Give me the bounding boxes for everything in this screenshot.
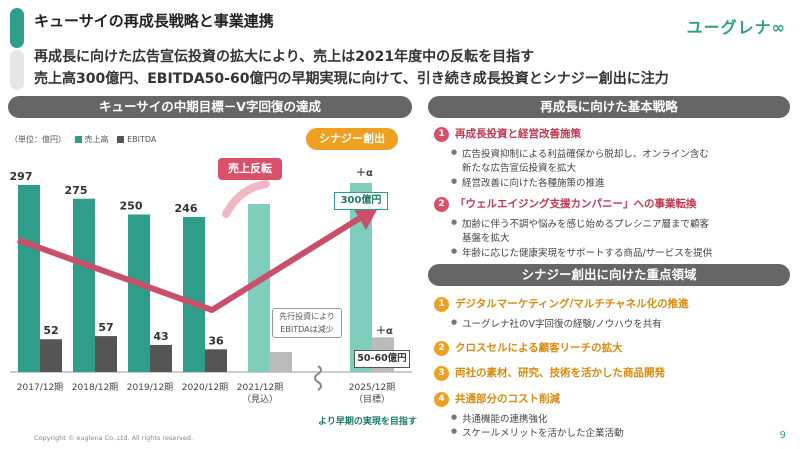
target-sales-box: 300億円 [334, 192, 388, 210]
strategy-1-bullet-1-cont: 新たな広告宣伝投資を拡大 [462, 163, 577, 174]
euglena-logo: ユーグレナ∞ [686, 18, 786, 37]
synergy-number-1: 1 [434, 297, 449, 312]
synergy-label-1: デジタルマーケティング/マルチチャネル化の推進 [455, 298, 689, 310]
title-accent-bar [10, 8, 24, 48]
target-ebitda-box: 50-60億円 [354, 350, 410, 368]
strategy-label-1: 再成長投資と経営改善施策 [455, 128, 581, 140]
early-achievement-text: より早期の実現を目指す [318, 417, 417, 427]
synergy-4-bullet-2: スケールメリットを活かした企業活動 [451, 425, 623, 439]
synergy-label-4: 共通部分のコスト削減 [455, 393, 560, 405]
chart-legend: （単位：億円） 売上高 EBITDA [10, 134, 156, 145]
bar-sales-2 [128, 214, 150, 372]
strategy-number-2: 2 [434, 197, 449, 212]
legend-ebitda: EBITDA [127, 135, 157, 144]
category-sublabel-5: （目標） [354, 393, 390, 405]
category-label-5: 2025/12期 [349, 382, 395, 393]
synergy-1-bullet-1: ユーグレナ社のV字回復の経験/ノウハウを共有 [451, 316, 662, 330]
synergy-label-2: クロスセルによる顧客リーチの拡大 [455, 342, 623, 354]
category-label-0: 2017/12期 [17, 382, 63, 393]
sales-swatch [74, 136, 82, 143]
bar-sales-0 [18, 184, 40, 372]
label-ebitda-1: 57 [98, 321, 113, 334]
v-recovery-arrow [16, 215, 362, 313]
strategy-item-1: 1 再成長投資と経営改善施策 [434, 126, 581, 142]
bar-ebitda-2021-forecast [270, 352, 292, 372]
investment-note: 先行投資により EBITDAは減少 [272, 308, 342, 338]
synergy-4-bullet-1: 共通機能の連携強化 [451, 411, 547, 425]
label-ebitda-3: 36 [208, 334, 224, 347]
strategy-1-bullet-1: 広告投資抑制による利益確保から脱却し、オンライン含む [451, 146, 709, 160]
label-sales-2: 250 [120, 200, 143, 213]
strategy-1-bullet-2: 経営改善に向けた各種施策の推進 [451, 175, 604, 189]
bar-ebitda-2 [150, 344, 172, 372]
reversal-curve-arrow [222, 180, 270, 218]
strategy-item-2: 2 「ウェルエイジング支援カンパニー」への事業転換 [434, 196, 697, 212]
synergy-item-3: 3 両社の素材、研究、技術を活かした商品開発 [434, 365, 665, 381]
synergy-callout: シナジー創出 [306, 128, 398, 150]
v-recovery-arrowhead [352, 206, 378, 230]
page-title: キューサイの再成長戦略と事業連携 [34, 12, 274, 30]
label-sales-0: 297 [10, 170, 33, 183]
bar-sales-3 [183, 217, 205, 372]
page-number: 9 [779, 430, 786, 441]
synergy-item-1: 1 デジタルマーケティング/マルチチャネル化の推進 [434, 296, 689, 312]
label-sales-1: 275 [65, 184, 88, 197]
strategy-label-2: 「ウェルエイジング支援カンパニー」への事業転換 [455, 198, 697, 210]
strategy-number-1: 1 [434, 127, 449, 142]
legend-sales: 売上高 [84, 135, 109, 144]
strategy-2-bullet-2: 年齢に応じた健康実現をサポートする商品/サービスを提供 [451, 245, 712, 259]
strategy-2-bullet-1: 加齢に伴う不調や悩みを感じ始めるプレシニア層まで顧客 [451, 216, 709, 230]
headline-1: 再成長に向けた広告宣伝投資の拡大により、売上は2021年度中の反転を目指す [34, 49, 535, 65]
bar-ebitda-0 [40, 339, 62, 372]
label-ebitda-2: 43 [153, 330, 168, 343]
bar-ebitda-1 [95, 336, 117, 372]
axis-break-mark [314, 365, 322, 391]
category-label-4: 2021/12期 [237, 382, 283, 393]
bar-sales-2025-target [350, 183, 372, 372]
ebitda-swatch [117, 136, 125, 143]
category-label-3: 2020/12期 [182, 382, 228, 393]
category-label-1: 2018/12期 [72, 382, 118, 393]
category-label-2: 2019/12期 [127, 382, 173, 393]
synergy-number-3: 3 [434, 366, 449, 381]
copyright: Copyright © euglena Co.,Ltd. All rights … [34, 434, 194, 442]
plus-alpha-ebitda: ＋α [376, 326, 393, 337]
sales-reversal-callout: 売上反転 [218, 158, 282, 180]
label-sales-3: 246 [175, 202, 198, 215]
synergy-item-4: 4 共通部分のコスト削減 [434, 391, 560, 407]
synergy-number-4: 4 [434, 392, 449, 407]
unit-label: （単位：億円） [10, 135, 66, 144]
category-sublabel-4: （見込） [242, 394, 278, 405]
synergy-item-2: 2 クロスセルによる顧客リーチの拡大 [434, 340, 623, 356]
synergy-focus-header: シナジー創出に向けた重点領域 [428, 264, 790, 286]
synergy-number-2: 2 [434, 341, 449, 356]
growth-strategy-header: 再成長に向けた基本戦略 [428, 96, 790, 118]
headline-accent-bar [10, 50, 24, 90]
mid-term-chart: 297 52 275 57 250 43 246 36 2017/12期 2018/12期 2019… [0, 122, 420, 422]
bar-ebitda-3 [205, 349, 227, 372]
bar-sales-1 [73, 198, 95, 372]
headline-2: 売上高300億円、EBITDA50-60億円の早期実現に向けて、引き続き成長投資… [34, 71, 669, 87]
label-ebitda-0: 52 [43, 324, 58, 337]
strategy-2-bullet-1-cont: 基盤を拡大 [462, 233, 510, 244]
plus-alpha-sales: ＋α [356, 168, 373, 179]
chart-svg: 297 52 275 57 250 43 246 36 2017/12期 2018/12期 2019… [10, 170, 412, 405]
bar-sales-2021-forecast [248, 204, 270, 372]
synergy-label-3: 両社の素材、研究、技術を活かした商品開発 [455, 367, 665, 379]
mid-term-target-header: キューサイの中期目標－V字回復の達成 [8, 96, 412, 118]
